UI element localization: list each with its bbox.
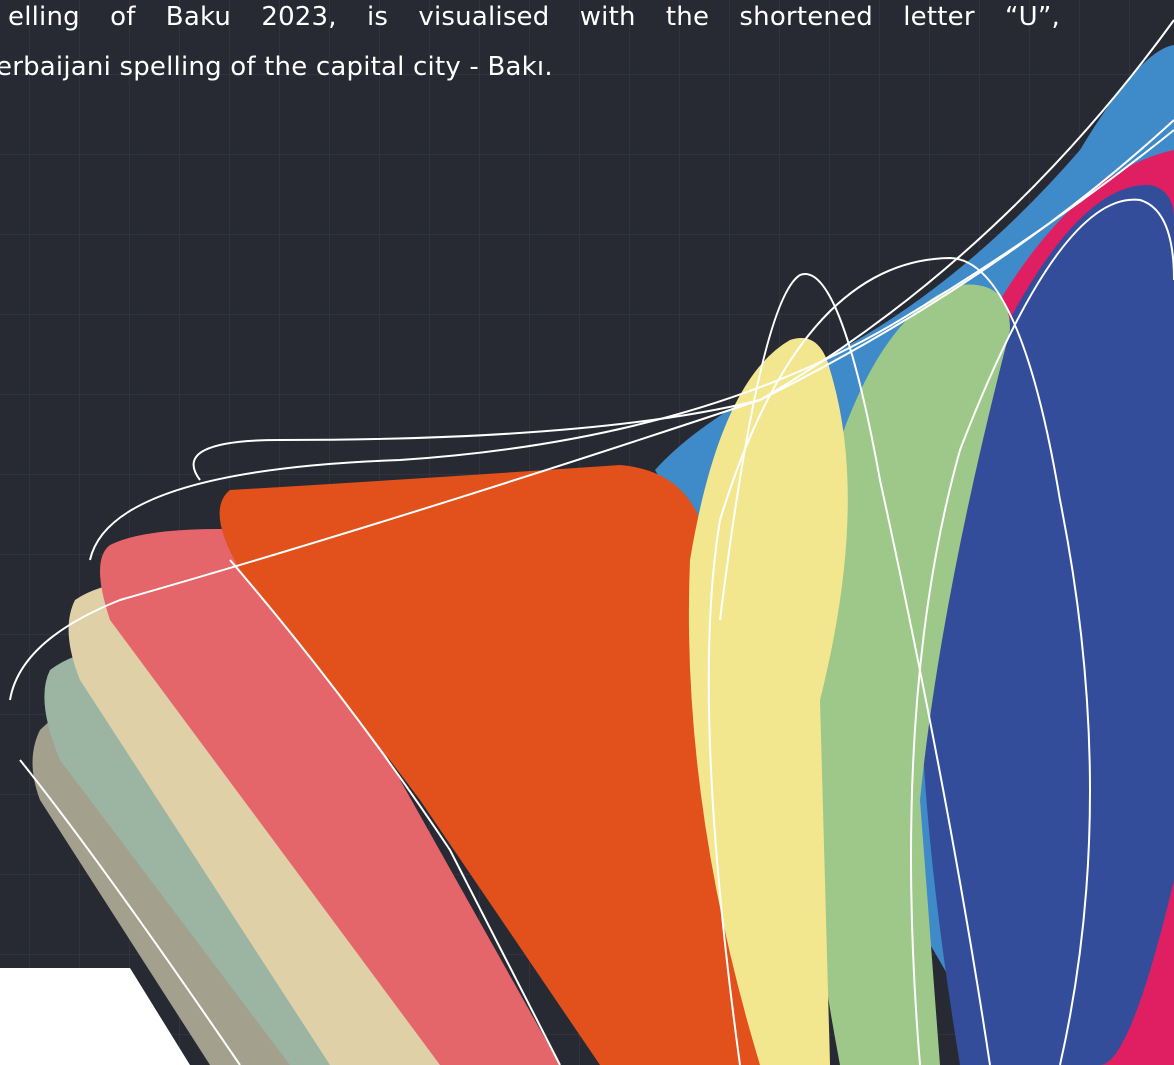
paragraph-line: erbaijani spelling of the capital city -… [0, 52, 553, 82]
hero-section: elling of Baku 2023, is visualised with … [0, 0, 1174, 1065]
page: {"paragraph": {"lines": ["elling of Baku… [0, 0, 1174, 1065]
paragraph-line: elling of Baku 2023, is visualised with … [8, 2, 1060, 32]
hero-graphic [0, 0, 1174, 1065]
